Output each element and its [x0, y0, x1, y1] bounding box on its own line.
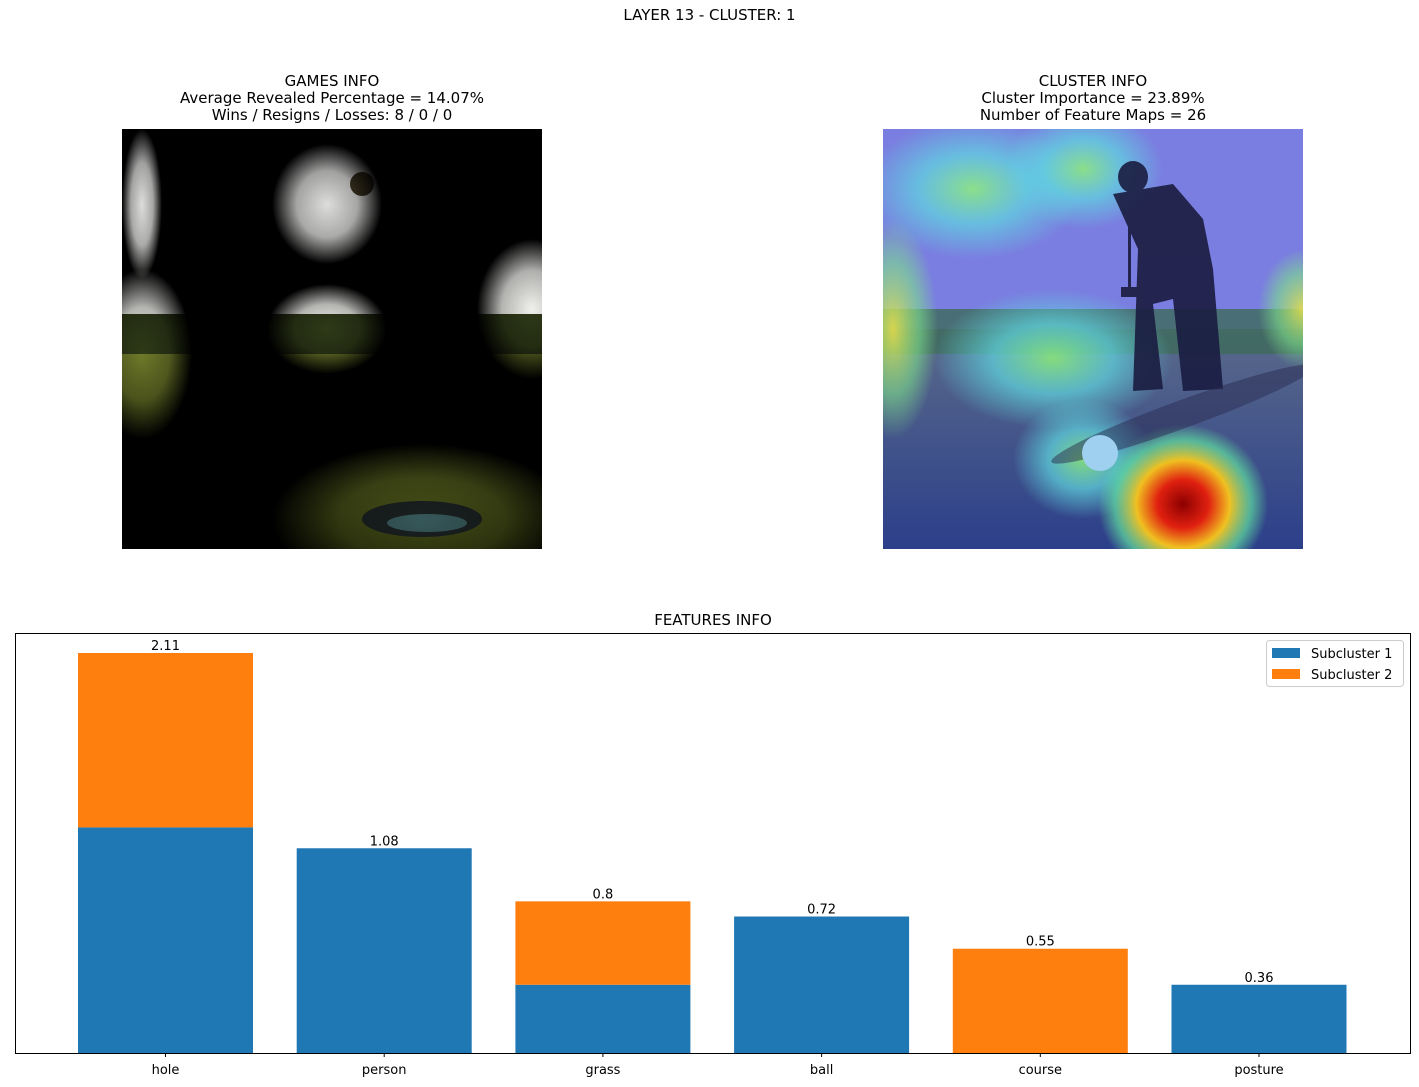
- chart-axes-frame: [15, 633, 1411, 1054]
- masked-golf-image: [122, 129, 542, 549]
- bar-total-label-hole: 2.11: [151, 639, 180, 654]
- bar-total-label-grass: 0.8: [593, 887, 614, 902]
- bar-hole-subcluster-1: [78, 827, 253, 1053]
- cluster-heatmap-image: [883, 129, 1303, 549]
- bar-grass-subcluster-1: [515, 984, 691, 1053]
- bar-total-label-course: 0.55: [1026, 935, 1055, 950]
- bar-total-label-ball: 0.72: [807, 903, 836, 918]
- games-info-results: Wins / Resigns / Losses: 8 / 0 / 0: [211, 106, 453, 124]
- x-tick-label-grass: grass: [585, 1063, 620, 1078]
- bar-posture-subcluster-1: [1171, 984, 1347, 1053]
- legend-swatch-subcluster-1: [1272, 648, 1300, 658]
- features-chart-title: FEATURES INFO: [654, 611, 772, 629]
- x-tick-label-hole: hole: [152, 1063, 180, 1078]
- legend-label-subcluster-1: Subcluster 1: [1311, 647, 1392, 662]
- x-tick-label-course: course: [1019, 1063, 1062, 1078]
- bar-person-subcluster-1: [296, 848, 472, 1053]
- legend-label-subcluster-2: Subcluster 2: [1311, 668, 1392, 683]
- bar-ball-subcluster-1: [734, 916, 910, 1053]
- games-info-title-block: GAMES INFO Average Revealed Percentage =…: [122, 73, 542, 124]
- cluster-importance: Cluster Importance = 23.89%: [981, 89, 1205, 107]
- bar-course-subcluster-2: [952, 948, 1128, 1053]
- chart-legend: Subcluster 1 Subcluster 2: [1266, 640, 1404, 687]
- cluster-info-title: CLUSTER INFO: [1038, 72, 1148, 90]
- figure-suptitle: LAYER 13 - CLUSTER: 1: [623, 6, 796, 24]
- bar-total-label-posture: 0.36: [1245, 971, 1274, 986]
- games-info-title: GAMES INFO: [284, 72, 380, 90]
- legend-swatch-subcluster-2: [1272, 669, 1300, 679]
- bar-total-label-person: 1.08: [370, 834, 399, 849]
- bar-hole-subcluster-2: [78, 653, 253, 828]
- legend-box: [1266, 640, 1404, 687]
- x-tick-label-ball: ball: [810, 1063, 833, 1078]
- x-tick-label-person: person: [362, 1063, 407, 1078]
- x-tick-label-posture: posture: [1234, 1063, 1283, 1078]
- games-info-revealed-percentage: Average Revealed Percentage = 14.07%: [179, 89, 484, 107]
- bar-grass-subcluster-2: [515, 901, 691, 985]
- cluster-info-title-block: CLUSTER INFO Cluster Importance = 23.89%…: [883, 73, 1303, 124]
- feature-map-count: Number of Feature Maps = 26: [979, 106, 1207, 124]
